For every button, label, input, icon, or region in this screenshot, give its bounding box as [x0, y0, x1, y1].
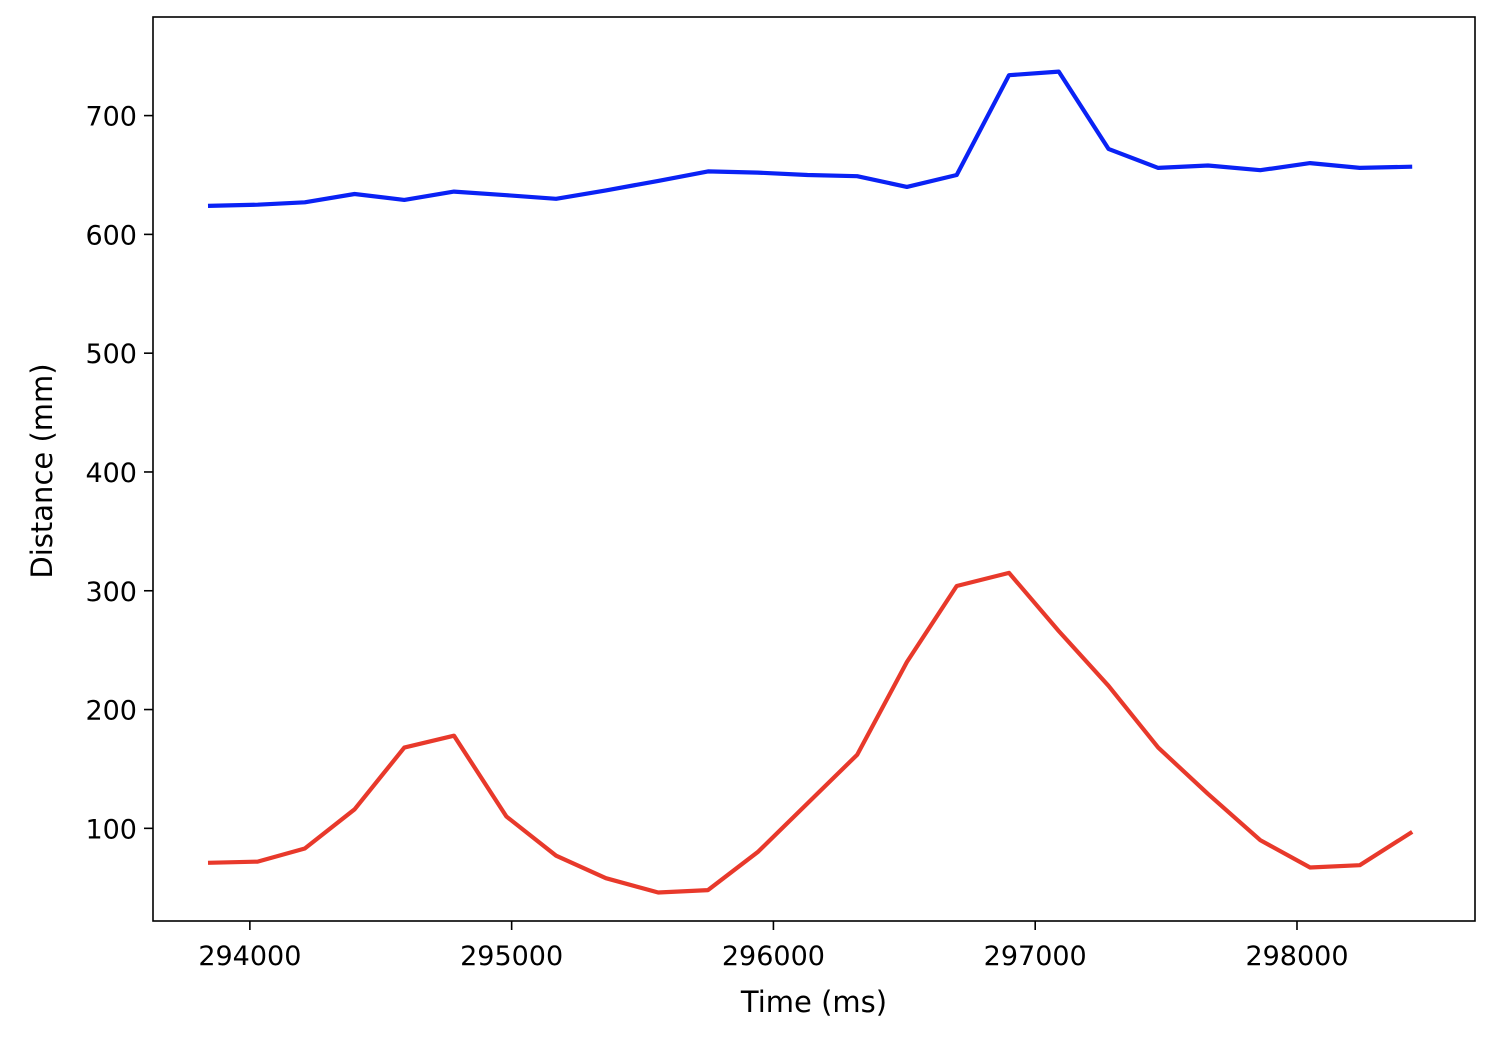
series-line-2 [207, 570, 1414, 895]
y-tick-label: 600 [85, 220, 137, 251]
y-tick-label: 300 [85, 577, 137, 608]
x-tick-label: 296000 [722, 941, 825, 972]
x-tick-label: 297000 [984, 941, 1087, 972]
y-tick-label: 200 [85, 696, 137, 727]
x-tick-label: 295000 [460, 941, 563, 972]
x-tick-label: 298000 [1245, 941, 1348, 972]
x-tick-label: 294000 [198, 941, 301, 972]
plot-frame [152, 16, 1476, 922]
y-tick-label: 700 [85, 102, 137, 133]
x-axis-label: Time (ms) [740, 985, 887, 1019]
y-tick-label: 100 [85, 814, 137, 845]
series-line-1 [207, 69, 1413, 208]
x-axis-ticks: 294000 295000 296000 297000 298000 [198, 921, 1349, 972]
series-layer [207, 69, 1414, 895]
y-tick-label: 500 [85, 339, 137, 370]
y-axis-ticks: 100 200 300 400 500 600 700 [85, 102, 153, 845]
y-tick-label: 400 [85, 458, 137, 489]
y-axis-label: Distance (mm) [25, 363, 59, 578]
